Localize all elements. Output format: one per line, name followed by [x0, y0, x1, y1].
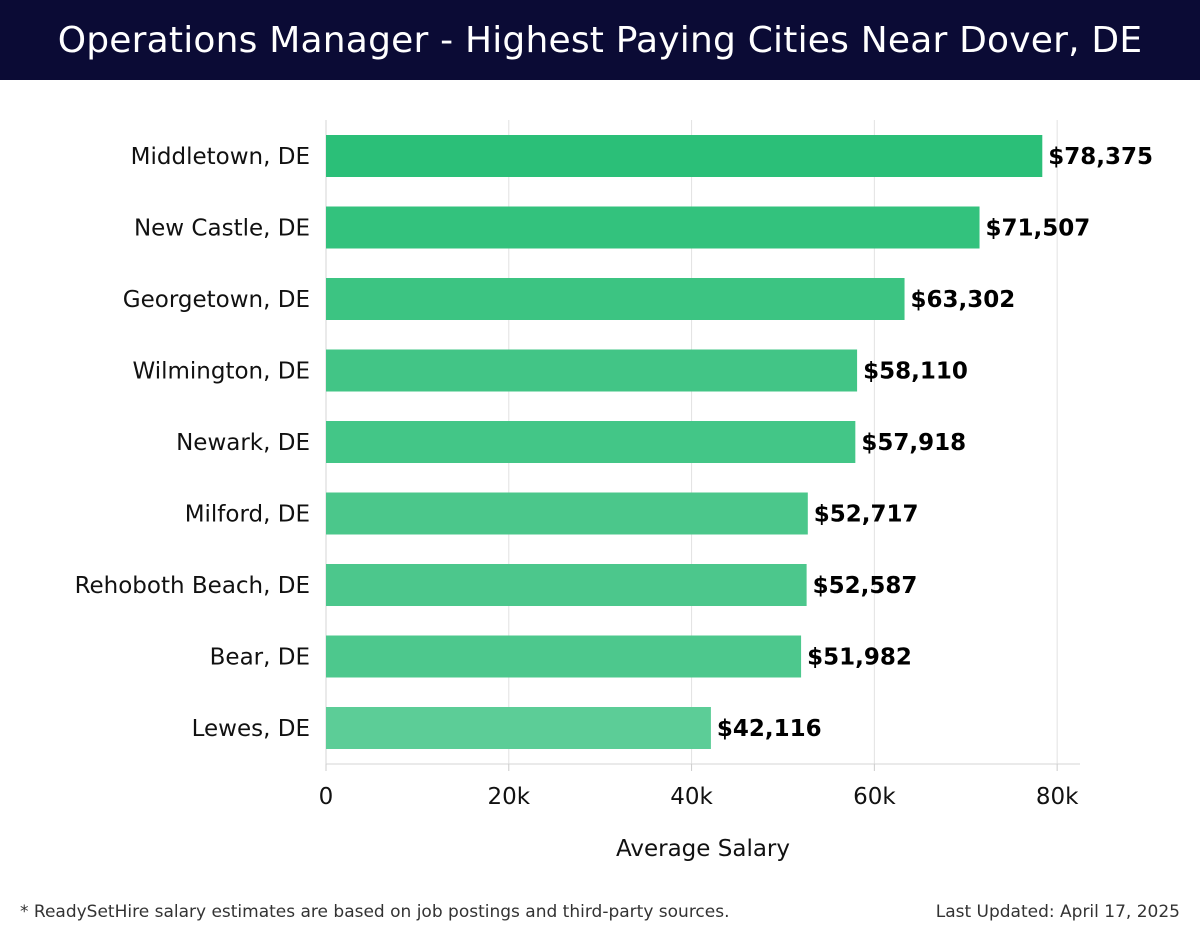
chart-header: Operations Manager - Highest Paying Citi…	[0, 0, 1200, 80]
value-label: $51,982	[807, 645, 912, 671]
x-tick-label: 80k	[1036, 784, 1079, 810]
bar	[326, 635, 802, 678]
last-updated: Last Updated: April 17, 2025	[935, 902, 1180, 922]
value-label: $52,717	[814, 502, 919, 528]
x-tick-label: 20k	[487, 784, 530, 810]
bar	[326, 492, 808, 535]
category-label: Bear, DE	[210, 645, 310, 671]
salary-bar-chart: 0 20k 40k 60k 80k Average Salary Middletown, D…	[75, 120, 1153, 862]
bar	[326, 135, 1043, 177]
value-label: $52,587	[813, 573, 918, 599]
category-label: Middletown, DE	[131, 144, 310, 170]
value-label: $57,918	[861, 430, 966, 456]
bar	[326, 421, 856, 463]
chart-title: Operations Manager - Highest Paying Citi…	[57, 19, 1143, 61]
category-label: New Castle, DE	[134, 216, 310, 242]
category-label: Georgetown, DE	[123, 287, 310, 313]
footer-note: * ReadySetHire salary estimates are base…	[20, 902, 730, 922]
x-tick-label: 40k	[670, 784, 713, 810]
value-label: $71,507	[986, 216, 1091, 242]
bar	[326, 278, 905, 320]
footer: * ReadySetHire salary estimates are base…	[0, 896, 1200, 928]
x-tick-label: 60k	[853, 784, 896, 810]
value-label: $58,110	[863, 359, 968, 385]
x-tick-label: 0	[319, 784, 334, 810]
category-label: Rehoboth Beach, DE	[75, 573, 310, 599]
category-label: Milford, DE	[185, 502, 310, 528]
bar	[326, 564, 807, 606]
category-label: Wilmington, DE	[132, 359, 310, 385]
value-label: $78,375	[1048, 144, 1153, 170]
bar	[326, 206, 980, 249]
value-label: $63,302	[911, 287, 1016, 313]
value-label: $42,116	[717, 716, 822, 742]
bar	[326, 349, 858, 392]
category-label: Newark, DE	[176, 430, 310, 456]
x-axis-title: Average Salary	[616, 836, 790, 862]
category-label: Lewes, DE	[192, 716, 310, 742]
bar	[326, 707, 711, 749]
